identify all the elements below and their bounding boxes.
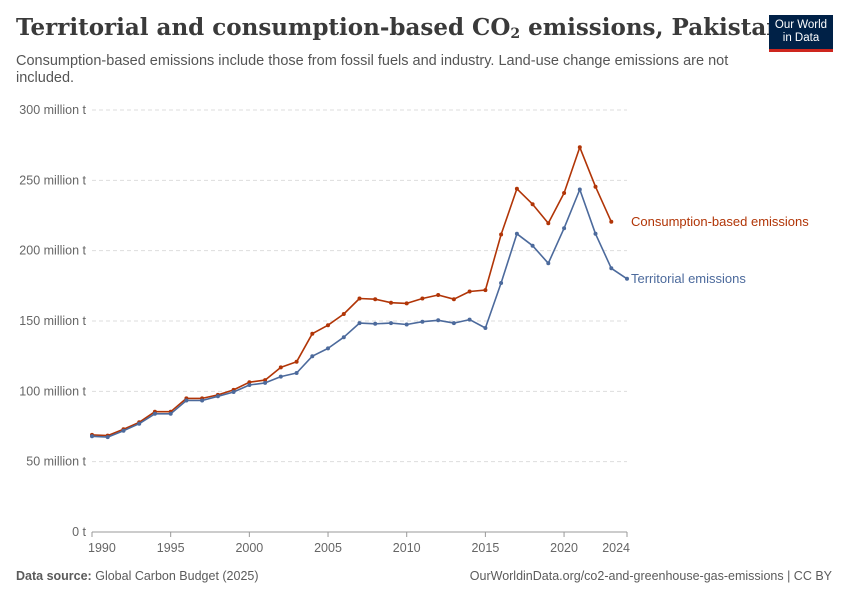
data-point[interactable] (483, 326, 488, 330)
logo-line-1: Our World (774, 19, 828, 31)
x-tick-label: 2000 (235, 541, 263, 555)
logo-line-2: in Data (782, 32, 820, 44)
data-point[interactable] (310, 331, 315, 336)
data-source-value[interactable]: Global Carbon Budget (2025) (95, 569, 259, 583)
data-point[interactable] (467, 317, 472, 322)
y-tick-label: 50 million t (26, 455, 86, 469)
data-point[interactable] (137, 421, 142, 426)
data-point[interactable] (593, 184, 598, 189)
y-tick-label: 200 million t (19, 244, 86, 258)
data-point[interactable] (436, 318, 441, 323)
chart-subtitle: Consumption-based emissions include thos… (16, 53, 729, 86)
data-point[interactable] (373, 297, 378, 302)
data-point[interactable] (105, 435, 110, 440)
data-point[interactable] (514, 186, 519, 191)
data-point[interactable] (247, 383, 252, 387)
data-point[interactable] (562, 191, 567, 195)
data-point[interactable] (609, 266, 614, 271)
data-point[interactable] (577, 145, 582, 150)
data-point[interactable] (215, 394, 220, 399)
data-point[interactable] (404, 301, 409, 306)
data-point[interactable] (121, 428, 126, 433)
chart-title: Territorial and consumption-based CO2 em… (16, 14, 783, 42)
data-point[interactable] (451, 321, 456, 326)
data-point[interactable] (152, 411, 157, 416)
series-labels: Consumption-based emissions Territorial e… (631, 214, 809, 286)
x-tick-label: 2005 (314, 541, 342, 555)
data-point[interactable] (310, 354, 315, 359)
y-axis-ticks: 0 t 50 million t 100 million t 150 million … (19, 103, 86, 539)
data-point[interactable] (530, 243, 535, 248)
x-axis: 1990 1995 2000 2005 2010 2015 2020 2024 (88, 532, 630, 555)
y-tick-label: 250 million t (19, 173, 86, 187)
data-point[interactable] (278, 365, 283, 370)
data-point[interactable] (420, 319, 425, 324)
data-point[interactable] (546, 261, 551, 266)
series-lines (90, 145, 629, 440)
series-line[interactable] (91, 188, 628, 438)
data-point[interactable] (514, 231, 519, 236)
series-label[interactable]: Consumption-based emissions (631, 214, 809, 229)
x-tick-label: 2015 (471, 541, 499, 555)
data-point[interactable] (231, 390, 236, 394)
data-point[interactable] (278, 374, 283, 379)
data-point[interactable] (357, 321, 362, 326)
data-point[interactable] (577, 187, 582, 192)
x-tick-label: 1990 (88, 541, 116, 555)
data-point[interactable] (562, 226, 567, 231)
data-point[interactable] (341, 312, 346, 316)
data-point[interactable] (389, 321, 393, 326)
data-point[interactable] (483, 288, 488, 293)
data-point[interactable] (373, 321, 378, 326)
data-point[interactable] (294, 371, 299, 375)
y-tick-label: 300 million t (19, 103, 86, 117)
data-point[interactable] (294, 359, 299, 364)
data-point[interactable] (625, 276, 629, 281)
data-point[interactable] (404, 322, 409, 327)
data-point[interactable] (326, 323, 330, 328)
data-point[interactable] (420, 296, 425, 301)
data-point[interactable] (263, 378, 268, 383)
source-url[interactable]: OurWorldinData.org/co2-and-greenhouse-ga… (469, 569, 832, 583)
data-point[interactable] (546, 221, 551, 226)
data-point[interactable] (184, 398, 189, 403)
data-point[interactable] (499, 232, 504, 237)
y-tick-label: 100 million t (19, 384, 86, 398)
data-point[interactable] (499, 281, 504, 285)
data-point[interactable] (451, 297, 456, 302)
data-point[interactable] (436, 293, 441, 297)
data-point[interactable] (341, 335, 346, 340)
data-point[interactable] (467, 289, 472, 294)
data-point[interactable] (90, 434, 94, 439)
data-point[interactable] (593, 231, 598, 236)
data-point[interactable] (357, 296, 362, 301)
x-tick-label: 2020 (550, 541, 578, 555)
x-tick-label: 1995 (157, 541, 185, 555)
data-point[interactable] (609, 219, 614, 224)
data-point[interactable] (389, 300, 393, 305)
owid-logo[interactable]: Our World in Data (769, 15, 833, 52)
data-point[interactable] (530, 202, 535, 207)
x-tick-label: 2010 (393, 541, 421, 555)
data-point[interactable] (200, 398, 205, 403)
data-point[interactable] (326, 346, 330, 351)
x-tick-label: 2024 (602, 541, 630, 555)
grid-lines (92, 109, 627, 533)
y-tick-label: 0 t (72, 525, 86, 539)
y-tick-label: 150 million t (19, 314, 86, 328)
data-point[interactable] (168, 411, 173, 416)
series-line[interactable] (91, 146, 613, 437)
series-label[interactable]: Territorial emissions (631, 271, 746, 286)
data-source: Data source: Global Carbon Budget (2025) (16, 569, 259, 583)
data-point[interactable] (263, 380, 268, 385)
data-point[interactable] (247, 380, 252, 385)
